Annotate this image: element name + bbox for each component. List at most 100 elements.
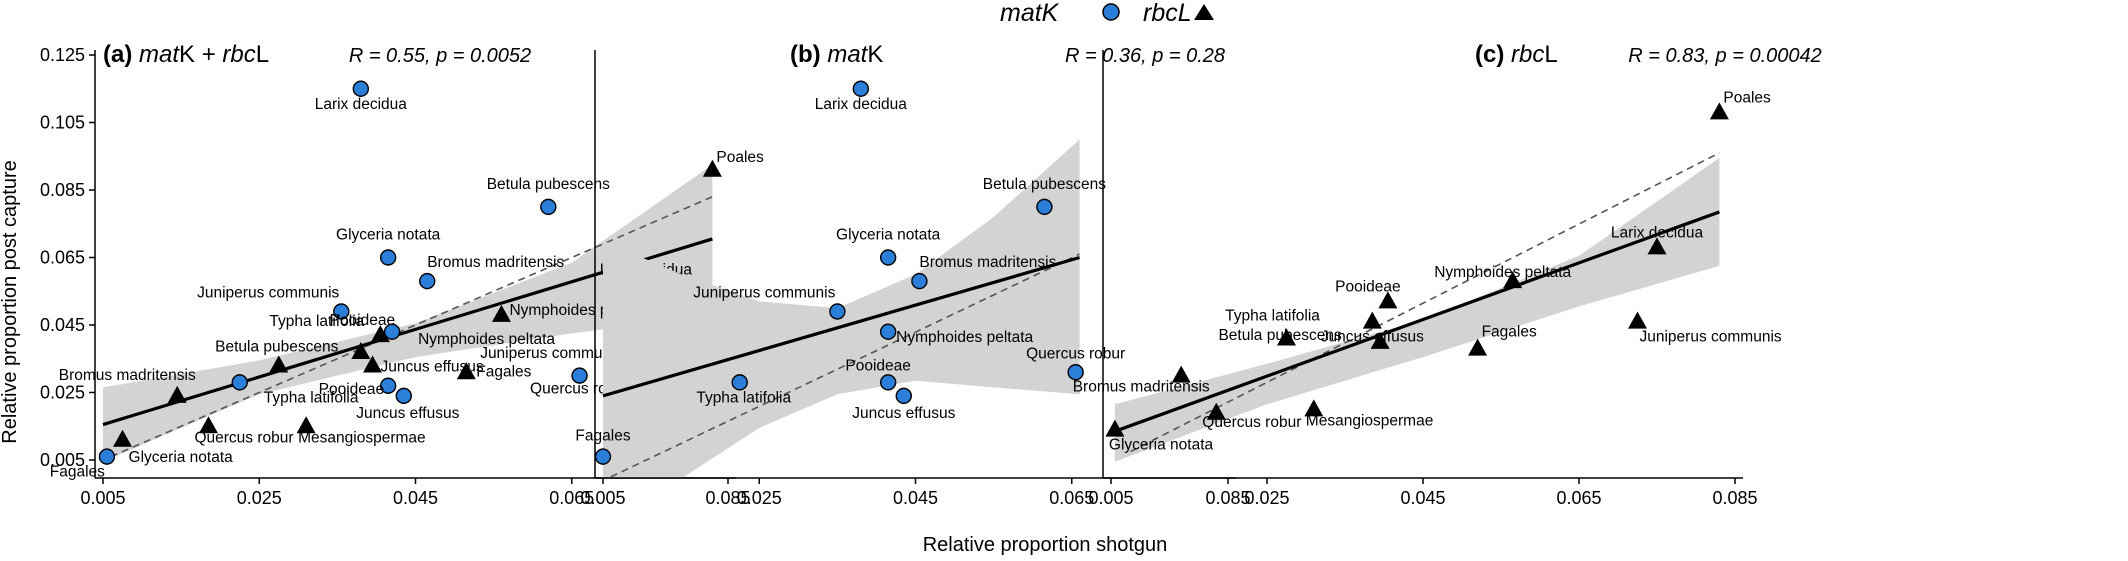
rbcl-point	[363, 355, 383, 373]
rbcl-point	[351, 342, 371, 359]
regression-line	[602, 255, 1081, 398]
identity-line	[110, 196, 713, 458]
point-label: Nymphoides peltata	[896, 329, 1033, 346]
matk-point	[333, 303, 350, 320]
x-tick-label: 0.025	[737, 488, 782, 508]
rbcl-point	[1503, 271, 1523, 289]
point-label: Poales	[716, 149, 764, 166]
identity-line	[1130, 152, 1720, 453]
y-axis-label: Relative proportion post capture	[0, 160, 21, 444]
panel-stat-label: R = 0.83, p = 0.00042	[1628, 45, 1822, 67]
rbcl-point	[702, 159, 722, 177]
rbcl-point	[1304, 399, 1324, 417]
point-label: Bromus madritensis	[1073, 379, 1210, 396]
y-tick-label: 0.085	[40, 180, 85, 200]
matk-point	[1036, 198, 1053, 216]
rbcl-point	[1206, 402, 1226, 420]
point-label: Glyceria notata	[836, 227, 941, 244]
rbcl-point	[1370, 331, 1390, 349]
point-label: Fagales	[476, 363, 531, 380]
panel-title: (b) matK	[790, 41, 883, 68]
point-label: Juncus effusus	[356, 405, 459, 422]
x-tick-label: 0.025	[1244, 488, 1289, 508]
x-tick-label: 0.085	[1712, 488, 1757, 508]
panel-title-part: rbc	[1511, 41, 1544, 68]
rbcl-point	[269, 355, 289, 373]
matk-point	[571, 367, 588, 384]
rbcl-point	[1105, 419, 1125, 437]
y-tick-label: 0.065	[40, 248, 85, 268]
point-label: Bromus madritensis	[59, 367, 196, 384]
rbcl-point	[1277, 328, 1296, 346]
legend-label-rbcl: rbcL	[1143, 0, 1192, 27]
rbcl-point	[1171, 365, 1191, 383]
legend-label-matk: matK	[1000, 0, 1060, 27]
panel-title-part: K	[867, 41, 883, 68]
panel-stat-label: R = 0.55, p = 0.0052	[349, 45, 531, 67]
point-label: Betula pubescens	[487, 176, 610, 193]
point-label: Bromus madritensis	[919, 254, 1056, 271]
y-tick-label: 0.045	[40, 315, 85, 335]
point-label: Nymphoides peltata	[1434, 264, 1571, 281]
rbcl-point	[167, 385, 187, 403]
confidence-ribbon	[103, 164, 713, 462]
point-label: Juniperus communis	[480, 345, 622, 362]
x-tick-label: 0.065	[1049, 488, 1094, 508]
rbcl-point	[198, 416, 218, 434]
rbcl-point	[1628, 311, 1647, 329]
panel-title-part: L	[256, 41, 269, 68]
x-tick-label: 0.005	[1088, 488, 1133, 508]
point-label: Typha latifolia	[1225, 308, 1320, 325]
point-label: Juncus effusus	[852, 405, 955, 422]
point-label: Pooideae	[330, 312, 396, 329]
point-label: Typha latifolia	[696, 389, 791, 406]
panel-b: 0.005 0.025 0.045 0.065 0.085 (b) matK R = 0.3…	[575, 41, 1250, 508]
matk-point	[852, 80, 870, 97]
point-label: Nymphoides peltata	[418, 331, 555, 348]
panel-title-part: L	[1544, 41, 1557, 68]
rbcl-point	[1362, 311, 1382, 329]
matk-point	[352, 80, 370, 97]
x-tick-label: 0.045	[893, 488, 938, 508]
x-tick-label: 0.065	[549, 488, 594, 508]
point-label: Pooideae	[1335, 278, 1401, 295]
panel-c: 0.005 0.025 0.045 0.065 0.085 (c) rbcL R = 0.8…	[1073, 41, 1822, 508]
point-label: Larix decidua	[315, 96, 408, 113]
point-label: Betula pubescens	[983, 176, 1106, 193]
confidence-ribbon	[1114, 157, 1720, 462]
point-label: Juncus effusus	[1321, 329, 1424, 346]
matk-point	[731, 374, 748, 391]
point-label: Juniperus communis	[197, 285, 339, 302]
matk-point	[231, 374, 248, 391]
y-tick-label: 0.105	[40, 113, 85, 133]
matk-point	[879, 374, 897, 391]
point-label: Mesangiospermae	[1306, 412, 1434, 429]
point-label: Pooideae	[845, 357, 911, 374]
matk-point	[594, 448, 612, 465]
point-label: Pooideae	[319, 381, 385, 398]
x-tick-label: 0.085	[705, 488, 750, 508]
point-label: Larix decidua	[815, 96, 908, 113]
point-label: Glyceria notata	[1109, 437, 1214, 454]
matk-point	[911, 272, 928, 290]
matk-point	[895, 387, 912, 405]
matk-point	[383, 323, 401, 340]
matk-point	[395, 387, 412, 405]
x-tick-label: 0.025	[237, 488, 282, 508]
panel-a: 0.005 0.025 0.045 0.065 0.085 0.005 0.025 0.045…	[40, 41, 764, 508]
point-label: Fagales	[575, 428, 630, 445]
panel-letter: (b)	[790, 41, 821, 68]
matk-point	[540, 198, 557, 216]
panel-title: (a) matK + rbcL	[103, 41, 269, 68]
matk-point	[98, 448, 116, 465]
point-label: Larix decidua	[1611, 224, 1704, 241]
rbcl-point	[1378, 291, 1398, 309]
regression-line	[1114, 210, 1720, 433]
rbcl-point	[113, 429, 133, 447]
y-tick-label: 0.025	[40, 383, 85, 403]
x-tick-label: 0.005	[580, 488, 625, 508]
x-tick-label: 0.065	[1556, 488, 1601, 508]
point-label: Quercus robur	[194, 429, 293, 446]
panel-title-part: rbc	[222, 41, 255, 68]
